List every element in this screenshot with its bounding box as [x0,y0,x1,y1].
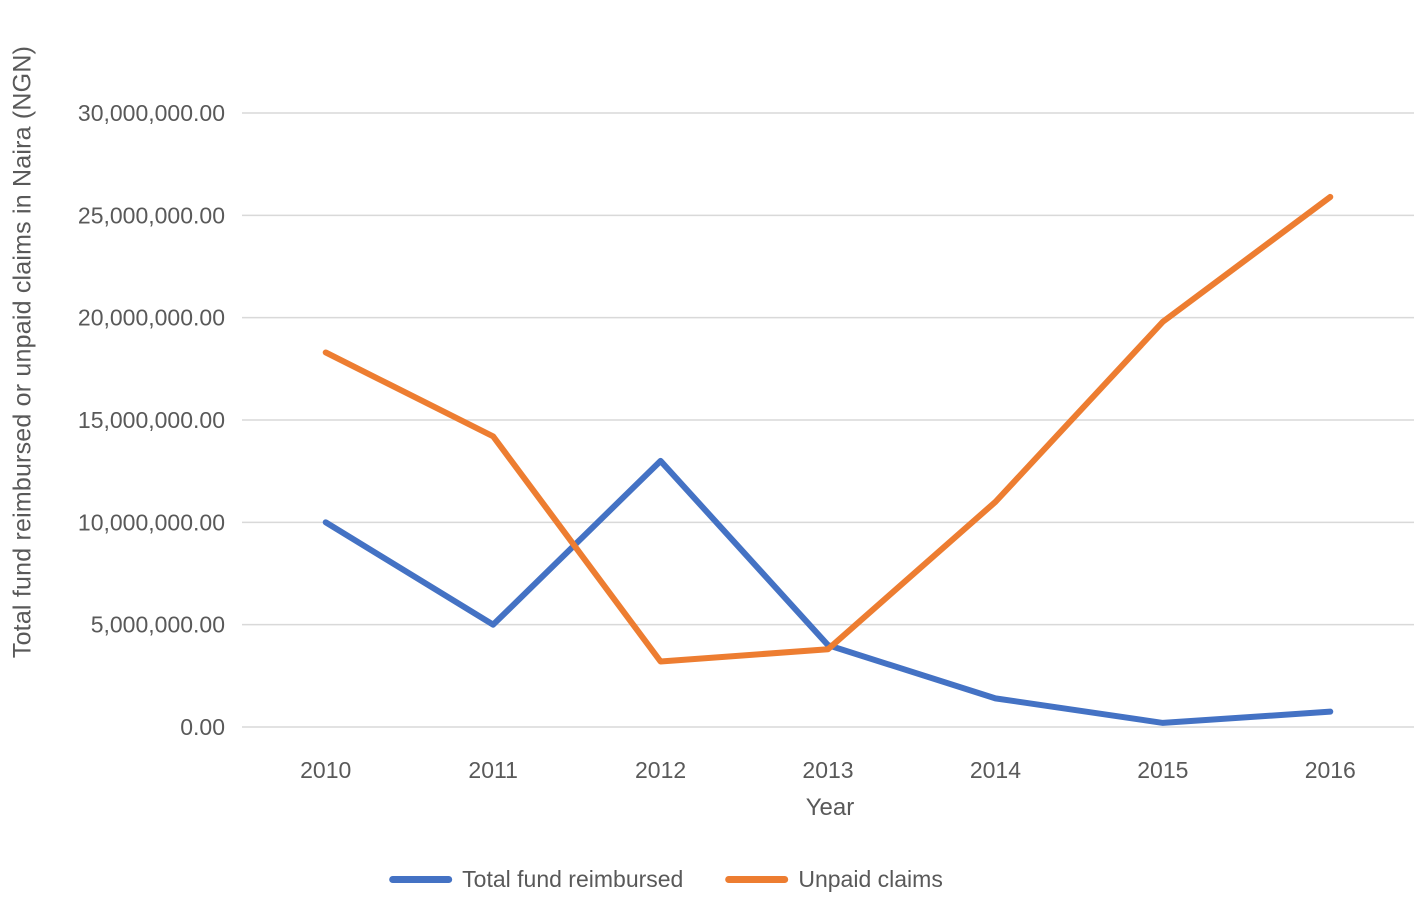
x-axis-title: Year [805,794,855,821]
legend-label-total-fund-reimbursed: Total fund reimbursed [462,866,684,892]
x-tick-label: 2011 [468,757,517,783]
legend: Total fund reimbursed Unpaid claims [389,866,943,893]
legend-swatch-unpaid-claims-icon [725,876,789,883]
y-tick-label: 15,000,000.00 [78,407,225,433]
series-line-unpaid-claims [322,193,1334,665]
x-tick-label: 2012 [635,757,686,783]
y-tick-label: 0.00 [180,714,225,740]
legend-item-total-fund-reimbursed: Total fund reimbursed [389,866,683,893]
x-tick-label: 2016 [1305,757,1356,783]
y-tick-label: 25,000,000.00 [78,202,225,228]
legend-item-unpaid-claims: Unpaid claims [725,866,943,893]
y-tick-label: 20,000,000.00 [78,305,225,331]
y-tick-label: 5,000,000.00 [91,612,225,638]
y-tick-label: 10,000,000.00 [78,509,225,535]
y-tick-label: 30,000,000.00 [78,100,225,126]
legend-swatch-total-fund-reimbursed-icon [389,876,453,883]
x-tick-label: 2014 [970,757,1021,783]
x-tick-label: 2010 [300,757,351,783]
legend-label-unpaid-claims: Unpaid claims [798,866,943,892]
series-line-total-fund-reimbursed [322,457,1334,726]
y-axis-title: Total fund reimbursed or unpaid claims i… [8,45,37,659]
x-tick-label: 2015 [1137,757,1188,783]
x-tick-label: 2013 [802,757,853,783]
